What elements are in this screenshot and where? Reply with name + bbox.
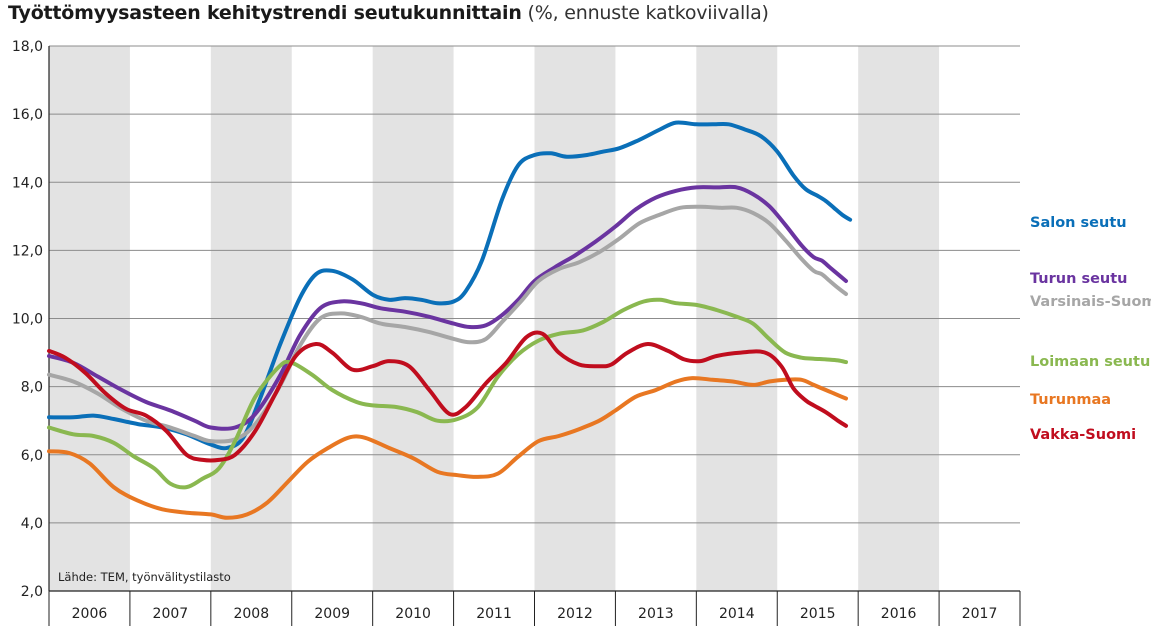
- y-tick-label: 2,0: [21, 584, 43, 600]
- series-label-turun-seutu: Turun seutu: [1030, 271, 1128, 287]
- chart-subtitle: (%, ennuste katkoviivalla): [527, 2, 769, 24]
- x-tick-label-2009: 2009: [314, 606, 350, 622]
- series-label-loimaan-seutu: Loimaan seutu: [1030, 354, 1150, 370]
- x-tick-label-2016: 2016: [881, 606, 917, 622]
- series-label-turunmaa: Turunmaa: [1030, 392, 1111, 408]
- series-line-vakka-suomi: [47, 330, 848, 463]
- y-tick-label: 18,0: [12, 39, 43, 55]
- y-tick-label: 16,0: [12, 107, 43, 123]
- y-tick-label: 8,0: [21, 380, 43, 396]
- x-tick-label-2015: 2015: [800, 606, 836, 622]
- x-axis: 2006 2007 2008 2009 2010 2011 2012 2013 2014 2015…: [48, 590, 1021, 626]
- y-tick-label: 4,0: [21, 516, 43, 532]
- chart-title-main: Työttömyysasteen kehitystrendi seutukunn…: [8, 2, 522, 24]
- series-label-varsinais-suomi: Varsinais-Suomi: [1030, 294, 1151, 310]
- series-line-varsinais-suomi: [47, 204, 848, 444]
- x-tick-label-2012: 2012: [557, 606, 593, 622]
- series-labels: Salon seutu Turun seutu Varsinais-Suomi Loi…: [1030, 215, 1151, 443]
- y-tick-label: 10,0: [12, 312, 43, 328]
- chart-title: Työttömyysasteen kehitystrendi seutukunn…: [8, 2, 769, 24]
- x-tick-label-2014: 2014: [719, 606, 755, 622]
- series-label-salon-seutu: Salon seutu: [1030, 215, 1127, 231]
- series-label-vakka-suomi: Vakka-Suomi: [1030, 427, 1136, 443]
- series-line-loimaan-seutu: [47, 297, 848, 490]
- x-tick-label-2017: 2017: [962, 606, 998, 622]
- series-line-turun-seutu: [47, 184, 848, 431]
- x-tick-label-2011: 2011: [476, 606, 512, 622]
- x-tick-label-2007: 2007: [153, 606, 189, 622]
- x-tick-label-2008: 2008: [233, 606, 269, 622]
- series-line-turunmaa: [47, 376, 848, 520]
- series-line-salon-seutu: [47, 120, 853, 451]
- y-tick-label: 14,0: [12, 175, 43, 191]
- x-tick-label-2006: 2006: [72, 606, 108, 622]
- gridlines: [49, 45, 1020, 524]
- y-tick-label: 6,0: [21, 448, 43, 464]
- source-note: Lähde: TEM, työnvälitystilasto: [58, 570, 231, 584]
- y-axis: 2,0 4,0 6,0 8,0 10,0 12,0 14,0 16,0 18,0: [12, 39, 50, 600]
- x-tick-label-2010: 2010: [395, 606, 431, 622]
- y-tick-label: 12,0: [12, 243, 43, 259]
- x-tick-label-2013: 2013: [638, 606, 674, 622]
- series-lines: [47, 120, 853, 520]
